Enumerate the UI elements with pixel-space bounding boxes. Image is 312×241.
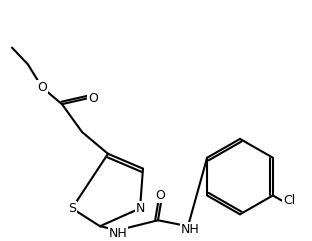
Text: NH: NH bbox=[181, 223, 199, 236]
Text: N: N bbox=[135, 202, 145, 215]
Text: O: O bbox=[155, 189, 165, 202]
Text: Cl: Cl bbox=[283, 194, 295, 208]
Text: S: S bbox=[68, 202, 76, 215]
Text: O: O bbox=[88, 92, 98, 105]
Text: NH: NH bbox=[109, 227, 127, 240]
Text: O: O bbox=[37, 81, 47, 94]
